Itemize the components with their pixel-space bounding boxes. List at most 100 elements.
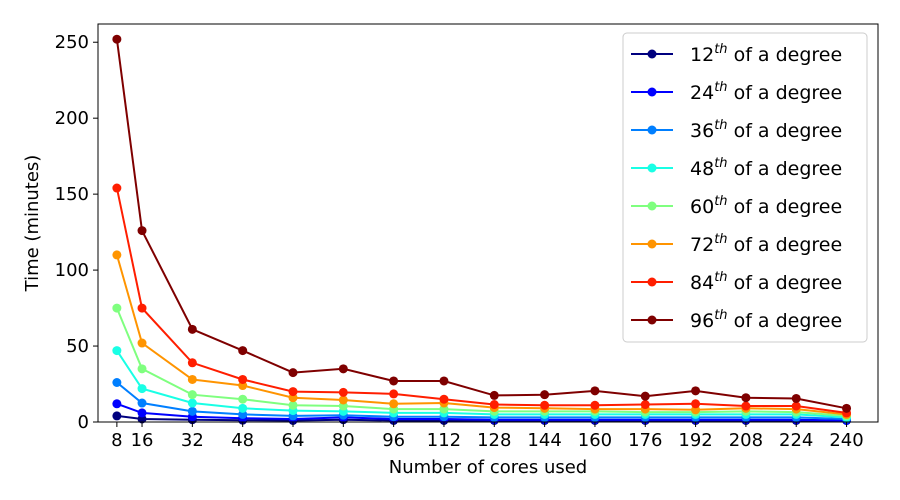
data-point [187, 358, 197, 368]
y-tick-label: 50 [66, 336, 89, 357]
data-point [238, 346, 248, 356]
x-tick-label: 192 [678, 430, 712, 451]
y-tick-label: 200 [55, 108, 89, 129]
data-point [137, 338, 147, 348]
data-point [288, 387, 298, 397]
legend-entry: 48th of a degree [631, 156, 842, 180]
data-point [137, 226, 147, 236]
data-point [112, 378, 122, 388]
x-tick-label: 208 [729, 430, 763, 451]
legend-marker [647, 277, 657, 287]
x-tick-label: 64 [282, 430, 305, 451]
data-point [137, 384, 147, 394]
legend-entry: 60th of a degree [631, 194, 842, 218]
y-axis-label: Time (minutes) [22, 155, 43, 293]
legend-label: 12th of a degree [690, 42, 842, 66]
data-point [439, 376, 449, 386]
data-point [640, 391, 650, 401]
data-point [288, 400, 298, 410]
x-tick-label: 8 [111, 430, 122, 451]
data-point [112, 303, 122, 313]
data-point [338, 395, 348, 405]
legend-label: 48th of a degree [690, 156, 842, 180]
plot-area-frame [97, 23, 879, 423]
x-tick-label: 16 [131, 430, 154, 451]
data-point [137, 408, 147, 418]
data-point [112, 250, 122, 260]
series-line [116, 381, 847, 420]
data-point [112, 399, 122, 409]
data-point [640, 400, 650, 410]
data-point [389, 399, 399, 409]
legend-label: 24th of a degree [690, 80, 842, 104]
data-point [590, 386, 600, 396]
x-tick-label: 48 [231, 430, 254, 451]
data-point [489, 390, 499, 400]
data-point [791, 401, 801, 411]
data-point [288, 368, 298, 378]
legend-marker [647, 87, 657, 97]
data-point [389, 376, 399, 386]
legend-marker [647, 49, 657, 59]
data-point [112, 34, 122, 44]
legend-marker [647, 163, 657, 173]
legend-marker [647, 239, 657, 249]
data-point [238, 403, 248, 413]
data-point [187, 398, 197, 408]
legend-entry: 72th of a degree [631, 232, 842, 256]
x-tick-label: 80 [332, 430, 355, 451]
data-point [691, 399, 701, 409]
x-axis-label: Number of cores used [389, 457, 587, 478]
data-point [741, 393, 751, 403]
series-line [115, 307, 847, 417]
legend-marker [647, 315, 657, 325]
series-line [115, 187, 847, 414]
legend-label: 60th of a degree [690, 194, 842, 218]
series-line [115, 254, 847, 416]
legend-entry: 12th of a degree [631, 42, 842, 66]
legend-entry: 96th of a degree [631, 308, 842, 332]
x-tick-label: 176 [628, 430, 662, 451]
y-tick-label: 250 [55, 32, 89, 53]
y-axis: 0 50 100 150 200 250 [55, 32, 98, 433]
y-tick-label: 0 [78, 412, 89, 433]
x-axis: 8 16 32 48 64 80 96 112 128 144 160 176 192 208 224 240 [111, 422, 864, 451]
y-tick-label: 150 [55, 184, 89, 205]
series-96 [112, 34, 852, 413]
data-point [187, 324, 197, 334]
data-point [238, 394, 248, 404]
data-point [590, 400, 600, 410]
legend-entry: 84th of a degree [631, 270, 842, 294]
series-line [116, 350, 847, 419]
legend-marker [647, 125, 657, 135]
x-tick-label: 128 [477, 430, 511, 451]
data-point [691, 386, 701, 396]
x-tick-label: 112 [427, 430, 461, 451]
legend: 12th of a degree 24th of a degree 36th of … [622, 32, 868, 343]
data-point [238, 374, 248, 384]
legend-entry: 36th of a degree [631, 118, 842, 142]
data-point [338, 364, 348, 374]
x-tick-label: 240 [829, 430, 863, 451]
x-tick-label: 224 [779, 430, 813, 451]
series-line [115, 39, 847, 410]
data-point [540, 400, 550, 410]
data-point [137, 398, 147, 408]
data-point [791, 393, 801, 403]
x-tick-label: 96 [382, 430, 405, 451]
data-point [112, 411, 122, 421]
legend-label: 84th of a degree [690, 270, 842, 294]
data-point [389, 389, 399, 399]
y-tick-label: 100 [55, 260, 89, 281]
series-line [116, 402, 847, 422]
data-point [489, 400, 499, 410]
legend-label: 36th of a degree [690, 118, 842, 142]
data-point [112, 183, 122, 193]
data-point [842, 403, 852, 413]
x-tick-label: 32 [181, 430, 204, 451]
legend-frame [622, 32, 868, 343]
data-point [112, 346, 122, 356]
data-point [338, 387, 348, 397]
data-point [439, 394, 449, 404]
legend-marker [647, 201, 657, 211]
